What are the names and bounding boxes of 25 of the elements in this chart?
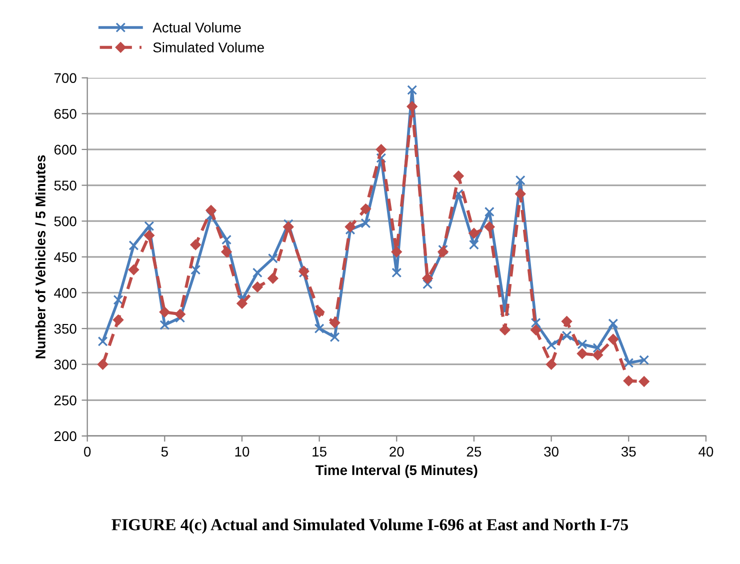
y-tick-label: 550	[54, 180, 76, 190]
y-axis-title: Number of Vehicles / 5 Minutes	[35, 155, 46, 358]
x-axis-title: Time Interval (5 Minutes)	[316, 464, 478, 478]
y-tick-label: 500	[54, 216, 76, 226]
y-tick-label: 600	[54, 144, 76, 155]
x-tick-label: 30	[544, 446, 558, 457]
x-tick-label: 15	[312, 446, 326, 457]
x-tick-label: 0	[84, 446, 91, 457]
y-tick-label: 700	[54, 73, 76, 83]
x-tick-label: 25	[466, 446, 482, 457]
y-tick-label: 200	[54, 431, 76, 442]
y-tick-label: 250	[54, 395, 76, 406]
y-tick-label: 300	[54, 360, 76, 370]
y-tick-label: 400	[54, 288, 76, 298]
x-tick-label: 40	[698, 446, 714, 457]
x-tick-label: 35	[621, 446, 636, 457]
text: FIGURE 4(c) Actual and Simulated Volume I-696 at East and North I-75	[112, 518, 628, 534]
x-tick-label: 20	[390, 446, 404, 457]
x-tick-label: 5	[161, 446, 168, 457]
y-tick-label: 650	[54, 108, 76, 119]
legend-label: Simulated Volume	[153, 42, 264, 52]
y-tick-label: 450	[54, 252, 76, 262]
y-tick-label: 350	[54, 324, 76, 334]
x-tick-label: 10	[235, 446, 250, 457]
legend-label: Actual Volume	[152, 22, 241, 32]
